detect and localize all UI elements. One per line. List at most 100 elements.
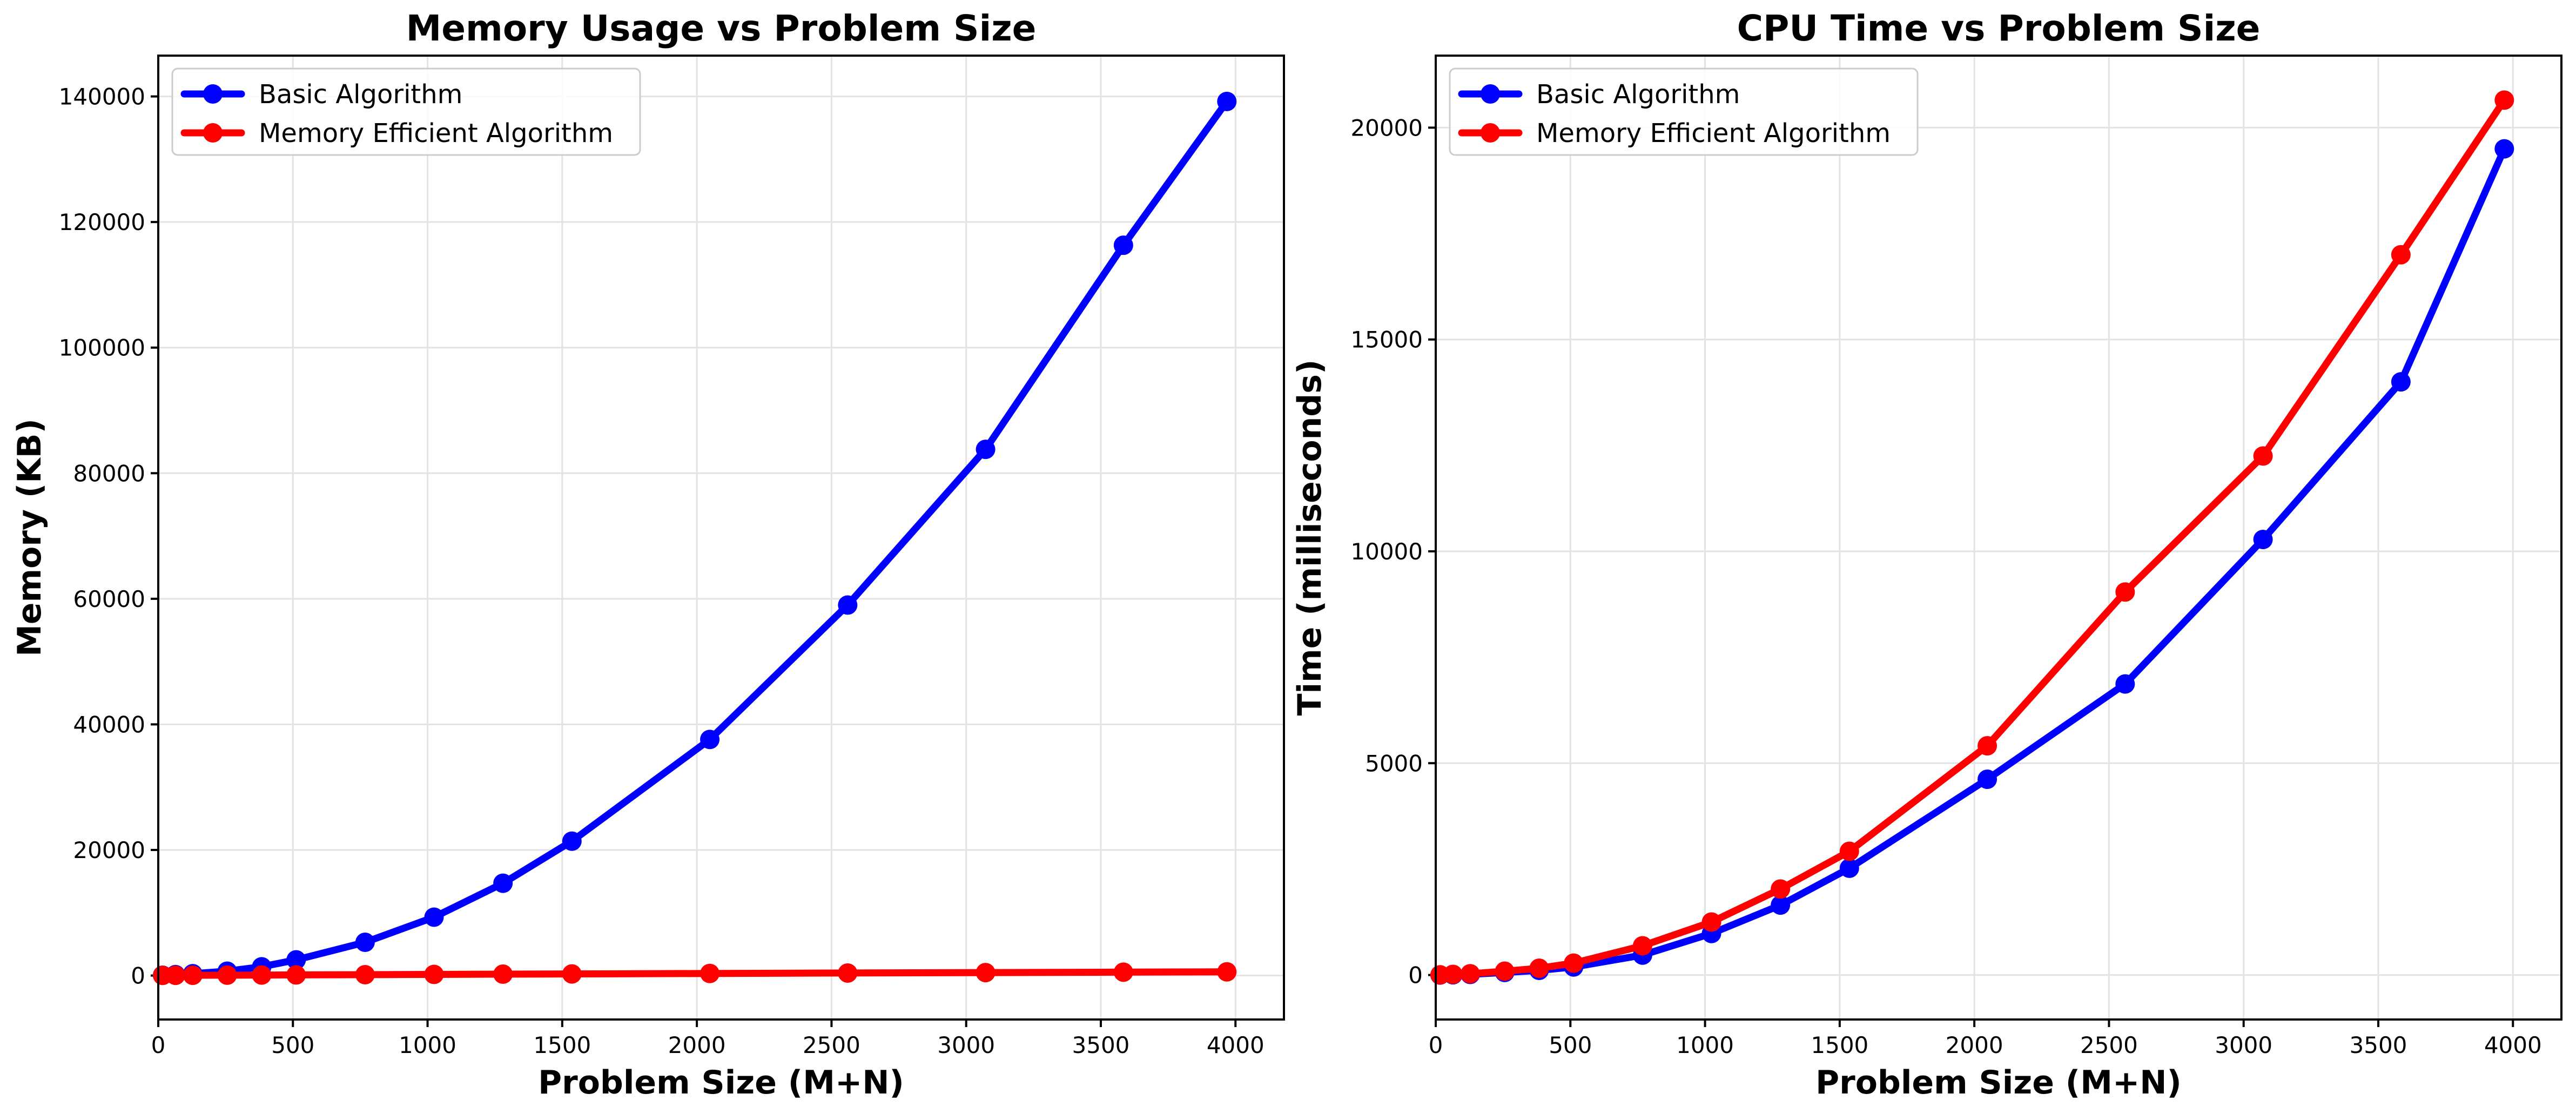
data-point (976, 440, 996, 460)
data-point (286, 965, 306, 985)
data-point (183, 966, 203, 985)
data-point (1839, 858, 1859, 878)
data-point (1632, 936, 1652, 956)
data-point (165, 966, 185, 985)
data-point (1978, 736, 1997, 756)
data-point (1771, 895, 1791, 915)
legend-marker (203, 84, 223, 104)
x-tick-label: 3000 (937, 1032, 995, 1058)
x-tick-label: 500 (1549, 1032, 1592, 1058)
data-point (838, 595, 858, 615)
data-point (1460, 964, 1480, 984)
x-tick-label: 2000 (1946, 1032, 2003, 1058)
data-point (700, 730, 720, 750)
plot-area (158, 56, 1284, 1020)
data-point (700, 963, 720, 983)
chart-panel-2: 0 500 1000 1500 2000 2500 3000 3500 4000 0 5000 100… (1291, 8, 2562, 1102)
y-axis-label: Memory (KB) (11, 418, 49, 657)
legend-label: Basic Algorithm (1536, 79, 1740, 110)
x-tick-label: 0 (151, 1032, 166, 1058)
y-tick-label: 0 (1408, 962, 1423, 989)
data-point (1495, 961, 1515, 981)
data-point (2253, 530, 2273, 550)
legend-box (1449, 67, 1919, 156)
data-point (493, 873, 513, 893)
data-point (838, 963, 858, 983)
data-point (1529, 958, 1549, 978)
x-tick-label: 0 (1429, 1032, 1443, 1058)
data-point (1701, 912, 1721, 932)
data-point (976, 963, 996, 983)
y-tick-label: 100000 (59, 335, 145, 361)
data-point (2253, 446, 2273, 466)
legend-marker (1481, 123, 1500, 143)
legend-box (171, 67, 641, 156)
data-point (562, 964, 582, 984)
y-tick-label: 60000 (73, 586, 145, 612)
y-tick-label: 20000 (1350, 114, 1423, 141)
x-tick-label: 4000 (2484, 1032, 2542, 1058)
data-point (1113, 962, 1133, 982)
y-tick-label: 80000 (73, 460, 145, 487)
data-point (2115, 582, 2135, 602)
data-point (1771, 879, 1791, 899)
chart-title: Memory Usage vs Problem Size (406, 8, 1037, 49)
y-axis-label: Time (milliseconds) (1291, 360, 1329, 716)
data-point (1217, 962, 1237, 982)
legend-marker (1481, 84, 1500, 104)
data-point (2494, 90, 2514, 110)
y-tick-label: 120000 (59, 209, 145, 235)
data-point (2494, 139, 2514, 159)
legend-label: Basic Algorithm (259, 79, 462, 110)
y-tick-label: 140000 (59, 84, 145, 110)
y-tick-label: 15000 (1350, 327, 1423, 353)
x-tick-label: 1000 (1676, 1032, 1734, 1058)
x-tick-label: 2000 (668, 1032, 726, 1058)
data-point (355, 964, 375, 984)
series-line-2 (159, 968, 1230, 979)
legend-label: Memory Efficient Algorithm (259, 118, 613, 148)
axes-frame (157, 55, 1285, 1021)
plot-area (1436, 56, 2561, 1020)
chart-panel-1: 0 500 1000 1500 2000 2500 3000 3500 400002000040… (11, 8, 1285, 1102)
data-point (1217, 91, 1237, 111)
y-tick-label: 20000 (73, 837, 145, 863)
x-tick-label: 2500 (2080, 1032, 2138, 1058)
data-point (424, 964, 444, 984)
legend-marker (203, 123, 223, 143)
data-point (217, 965, 237, 985)
y-tick-label: 10000 (1350, 538, 1423, 565)
x-tick-label: 1500 (533, 1032, 591, 1058)
x-tick-label: 3500 (1072, 1032, 1130, 1058)
x-axis-label: Problem Size (M+N) (538, 1064, 904, 1102)
data-point (355, 932, 375, 952)
x-tick-label: 1000 (399, 1032, 456, 1058)
x-tick-label: 2500 (803, 1032, 860, 1058)
data-point (2115, 674, 2135, 694)
data-point (493, 964, 513, 984)
axes-frame (1435, 55, 2562, 1021)
data-point (1978, 769, 1997, 789)
y-tick-label: 40000 (73, 711, 145, 738)
data-point (1839, 841, 1859, 861)
chart-title: CPU Time vs Problem Size (1737, 8, 2261, 49)
x-tick-label: 3000 (2215, 1032, 2272, 1058)
data-point (2391, 372, 2411, 392)
legend-label: Memory Efficient Algorithm (1536, 118, 1891, 148)
y-tick-label: 0 (131, 963, 145, 989)
data-point (562, 831, 582, 851)
y-tick-label: 5000 (1365, 750, 1423, 777)
x-axis-label: Problem Size (M+N) (1815, 1064, 2182, 1102)
data-point (1443, 964, 1463, 984)
x-tick-label: 500 (271, 1032, 314, 1058)
x-tick-label: 3500 (2350, 1032, 2407, 1058)
data-point (2391, 245, 2411, 265)
data-point (1564, 953, 1584, 973)
data-point (286, 950, 306, 970)
x-tick-label: 1500 (1811, 1032, 1868, 1058)
data-point (1113, 235, 1133, 255)
x-tick-label: 4000 (1207, 1032, 1265, 1058)
data-point (424, 907, 444, 927)
data-point (252, 965, 272, 985)
